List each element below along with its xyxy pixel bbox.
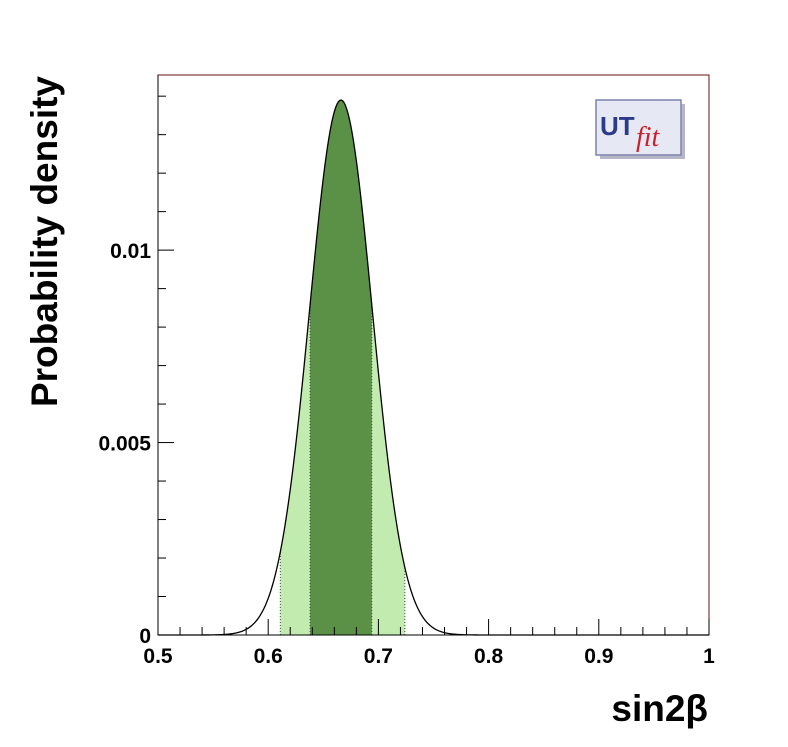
y-tick-label: 0: [139, 625, 151, 648]
utfit-logo: UT fit: [595, 99, 685, 159]
x-tick-label: 0.7: [364, 645, 393, 668]
x-tick-label: 0.9: [584, 645, 613, 668]
y-axis-title: Probability density: [24, 76, 65, 407]
y-axis: 0 0.005 0.01: [98, 95, 174, 648]
x-tick-label: 0.6: [254, 645, 283, 668]
x-tick-label: 1: [703, 645, 715, 668]
band-68-region: [310, 100, 372, 635]
probability-curve: [158, 99, 709, 636]
x-tick-label: 0.5: [143, 645, 173, 668]
x-axis: 0.5 0.6 0.7 0.8 0.9 1: [143, 619, 715, 668]
logo-fit-text: fit: [636, 122, 661, 153]
logo-box: [595, 99, 682, 156]
y-tick-label: 0.01: [110, 240, 151, 263]
x-tick-label: 0.8: [474, 645, 504, 668]
logo-ut-text: UT: [600, 111, 635, 141]
plot-area: [158, 99, 709, 636]
x-axis-title: sin2β: [611, 688, 708, 729]
band-edges: [279, 304, 406, 635]
y-tick-label: 0.005: [98, 433, 151, 456]
